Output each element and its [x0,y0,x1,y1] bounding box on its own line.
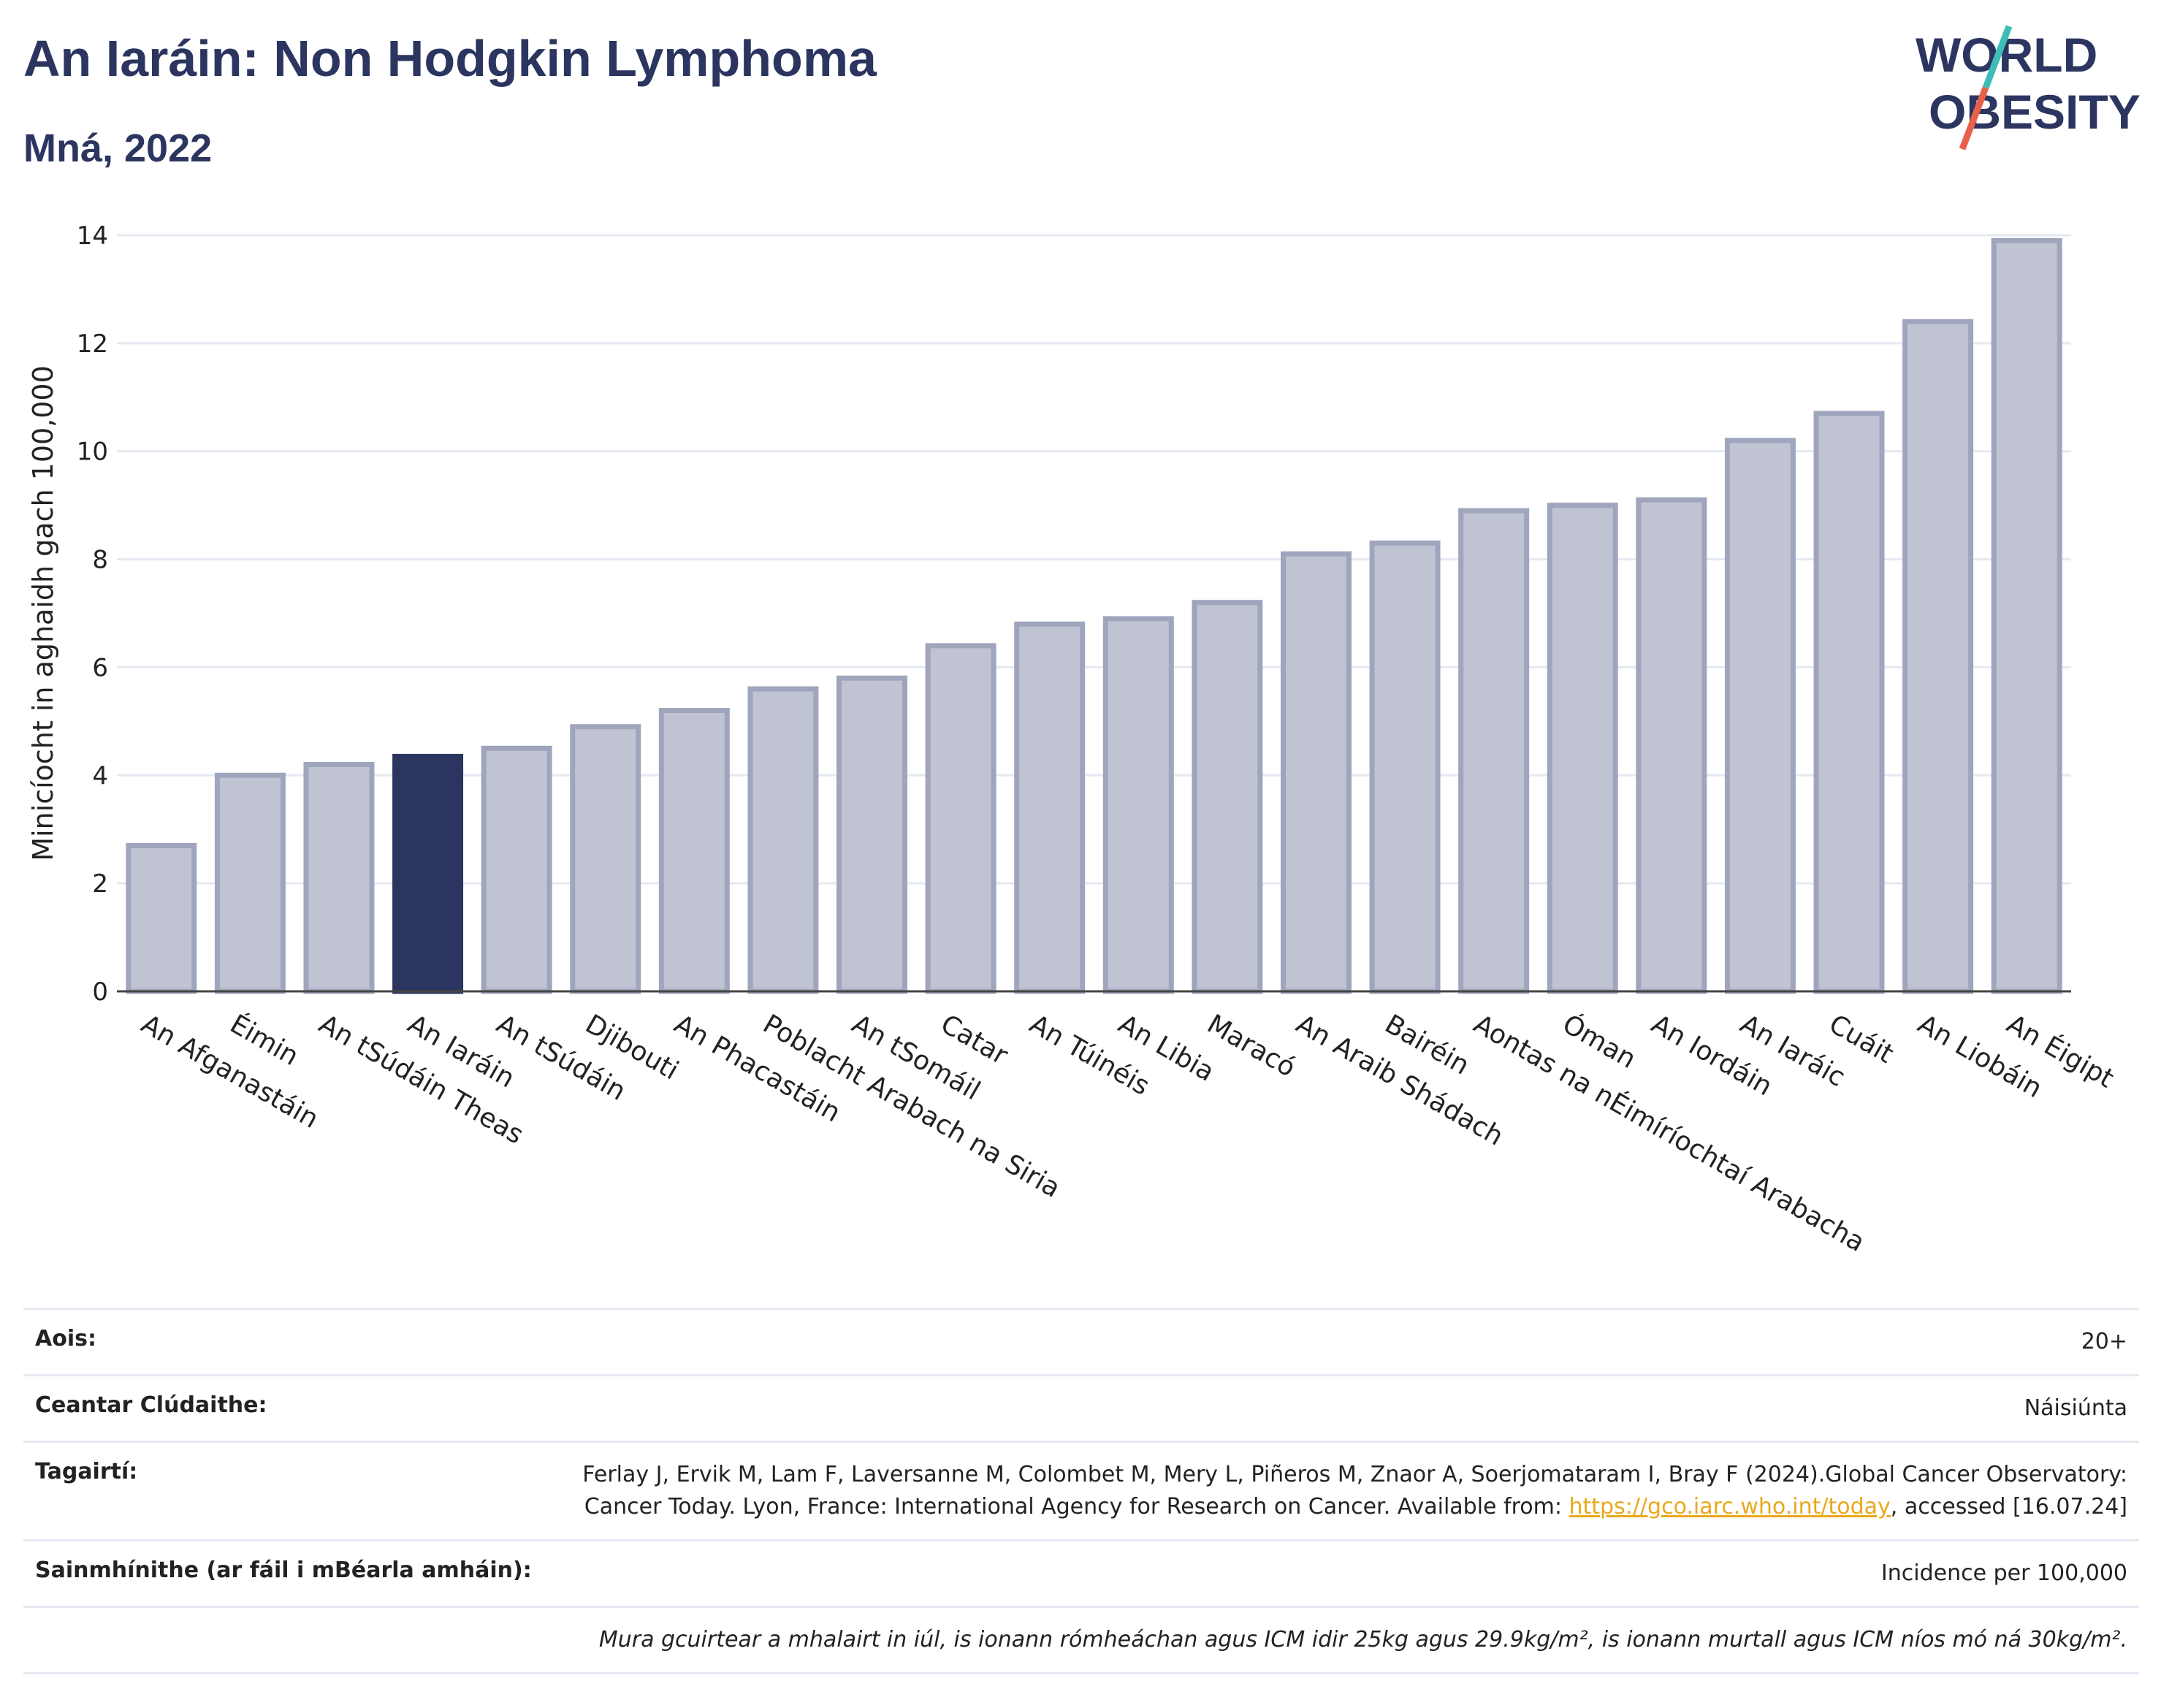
references-value: Ferlay J, Ervik M, Lam F, Laversanne M, … [520,1459,2127,1523]
bar [481,745,552,994]
bar [1547,503,1618,994]
logo-slash-teal [1982,25,2013,89]
logo-line2: OBESITY [1929,85,2141,139]
meta-row-references: Tagairtí: Ferlay J, Ervik M, Lam F, Lave… [23,1441,2139,1539]
meta-row-definitions: Sainmhínithe (ar fáil i mBéarla amháin):… [23,1539,2139,1606]
bar [1280,551,1352,994]
age-label: Aois: [35,1326,96,1351]
references-text: Ferlay J, Ervik M, Lam F, Laversanne M, … [582,1462,2127,1520]
bar [392,753,464,994]
bar [214,772,286,994]
coverage-label: Ceantar Clúdaithe: [35,1392,267,1418]
bar [570,724,641,994]
bar [1192,600,1263,994]
references-label: Tagairtí: [35,1459,138,1484]
bar [1102,616,1174,994]
y-tick-label: 10 [77,438,108,467]
y-axis-title: Minicíocht in aghaidh gach 100,000 [27,365,59,861]
footnote: Mura gcuirtear a mhalairt in iúl, is ion… [598,1627,2127,1652]
coverage-value: Náisiúnta [2024,1395,2127,1421]
references-suffix: , accessed [16.07.24] [1890,1494,2127,1520]
definitions-value: Incidence per 100,000 [1880,1560,2127,1586]
bar [1813,411,1885,994]
bar [747,686,819,994]
bar [126,842,197,994]
bar [925,643,996,994]
meta-row-note: Mura gcuirtear a mhalairt in iúl, is ion… [23,1606,2139,1674]
bar [1458,508,1530,994]
bar [1636,497,1707,994]
bar [1014,621,1086,994]
metadata-table: Aois: 20+ Ceantar Clúdaithe: Náisiúnta T… [23,1308,2139,1674]
bar [1369,540,1441,994]
bar [1902,319,1974,994]
y-tick-label: 12 [77,329,108,359]
y-tick-label: 6 [92,653,108,682]
world-obesity-logo: WORLD OBESITY [1916,25,2141,150]
y-tick-label: 2 [92,869,108,899]
bar [1724,438,1796,994]
definitions-label: Sainmhínithe (ar fáil i mBéarla amháin): [35,1558,532,1583]
references-link[interactable]: https://gco.iarc.who.int/today [1569,1494,1891,1520]
bar [658,708,730,994]
bar [1991,237,2062,994]
logo-slash-red [1959,86,1989,150]
meta-row-coverage: Ceantar Clúdaithe: Náisiúnta [23,1374,2139,1441]
page-subtitle: Mná, 2022 [23,126,213,170]
meta-row-age: Aois: 20+ [23,1308,2139,1374]
y-tick-label: 8 [92,546,108,575]
bar [836,675,908,994]
y-tick-label: 0 [92,977,108,1007]
bar [303,762,375,994]
age-value: 20+ [2081,1329,2127,1354]
y-tick-label: 4 [92,761,108,790]
page-title: An Iaráin: Non Hodgkin Lymphoma [23,30,877,87]
x-tick-label: Maracó [1202,1009,1300,1083]
y-tick-label: 14 [77,221,108,251]
